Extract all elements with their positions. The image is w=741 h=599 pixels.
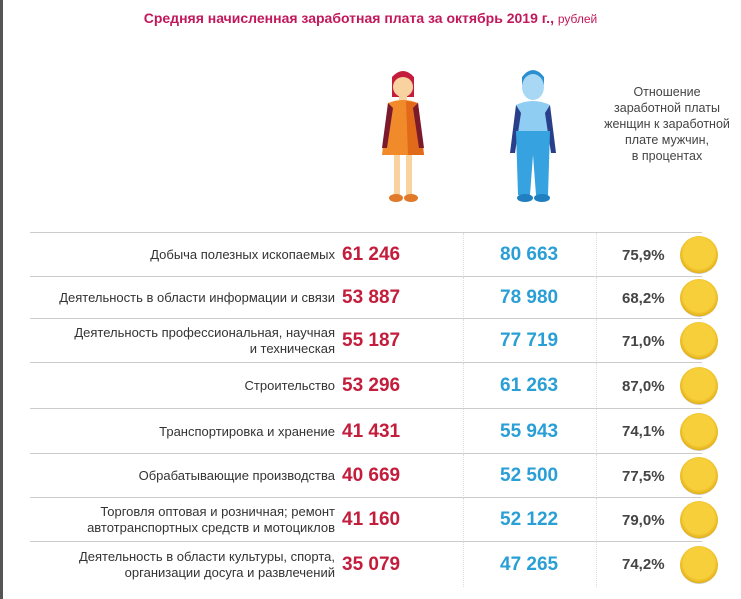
women-salary: 41 160 xyxy=(342,509,401,530)
chart-title: Средняя начисленная заработная плата за … xyxy=(143,10,598,26)
table-row: Строительство 53 296 61 263 87,0% xyxy=(30,362,718,409)
man-icon xyxy=(510,70,556,202)
coin-icon xyxy=(680,412,718,451)
coin-icon xyxy=(680,367,718,405)
coin-icon xyxy=(680,545,718,584)
coin-icon xyxy=(680,236,718,274)
women-salary: 35 079 xyxy=(342,553,401,575)
ratio-header-line: в процентах xyxy=(631,149,703,163)
column-divider xyxy=(596,319,597,363)
women-salary: 53 887 xyxy=(342,287,401,308)
ratio-value: 68,2% xyxy=(622,289,665,307)
women-salary: 40 669 xyxy=(342,465,401,486)
column-divider xyxy=(463,542,464,587)
column-divider xyxy=(596,409,597,454)
table-row: Деятельность в области информации и связ… xyxy=(30,276,718,319)
column-divider xyxy=(596,542,597,587)
ratio-value: 79,0% xyxy=(622,511,665,529)
men-salary: 78 980 xyxy=(500,287,559,308)
ratio-value: 74,1% xyxy=(622,423,665,440)
column-divider xyxy=(596,277,597,319)
ratio-value: 75,9% xyxy=(622,246,665,264)
column-divider xyxy=(596,498,597,542)
ratio-header-line: плате мужчин, xyxy=(625,133,709,147)
ratio-value: 87,0% xyxy=(622,377,665,395)
column-divider xyxy=(463,409,464,454)
row-label: Деятельность профессиональная, научная и … xyxy=(74,325,335,356)
table-row: Деятельность профессиональная, научная и … xyxy=(30,318,718,363)
ratio-header-line: Отношение xyxy=(633,85,701,99)
column-divider xyxy=(463,454,464,498)
coin-icon xyxy=(680,322,718,360)
coin-icon xyxy=(680,279,718,317)
row-label: Обрабатывающие производства xyxy=(138,468,335,483)
table-row: Добыча полезных ископаемых 61 246 80 663 75… xyxy=(30,232,718,277)
coin-icon xyxy=(680,501,718,539)
row-label: Строительство xyxy=(244,378,335,393)
table-row: Торговля оптовая и розничная; ремонт авто… xyxy=(30,497,718,542)
table-row: Деятельность в области культуры, спорта,… xyxy=(30,541,718,587)
men-salary: 52 500 xyxy=(500,465,559,486)
men-salary: 47 265 xyxy=(500,553,559,575)
left-edge xyxy=(0,0,3,599)
men-salary: 61 263 xyxy=(500,375,559,396)
men-salary: 77 719 xyxy=(500,330,559,351)
row-label: Деятельность в области информации и связ… xyxy=(59,290,335,305)
column-divider xyxy=(463,277,464,319)
ratio-header-line: женщин к заработной xyxy=(604,117,730,131)
woman-icon xyxy=(382,71,424,202)
row-label: Торговля оптовая и розничная; ремонт авто… xyxy=(87,504,335,535)
column-divider xyxy=(596,454,597,498)
women-salary: 53 296 xyxy=(342,375,401,396)
table-row: Транспортировка и хранение 41 431 55 943 74… xyxy=(30,408,718,454)
ratio-header: Отношение заработной платы женщин к зарабо… xyxy=(592,84,741,164)
ratio-value: 71,0% xyxy=(622,332,665,350)
column-divider xyxy=(463,233,464,277)
coin-icon xyxy=(680,457,718,495)
column-divider xyxy=(596,363,597,409)
column-divider xyxy=(463,319,464,363)
men-salary: 52 122 xyxy=(500,509,559,530)
women-salary: 55 187 xyxy=(342,330,401,351)
table-row: Обрабатывающие производства 40 669 52 500 7… xyxy=(30,453,718,498)
women-salary: 61 246 xyxy=(342,244,401,265)
row-label: Деятельность в области культуры, спорта,… xyxy=(78,548,335,580)
ratio-value: 74,2% xyxy=(622,556,665,573)
column-divider xyxy=(463,498,464,542)
row-label: Добыча полезных ископаемых xyxy=(150,247,335,262)
column-divider xyxy=(596,233,597,277)
men-salary: 55 943 xyxy=(500,420,559,442)
ratio-value: 77,5% xyxy=(622,467,665,485)
women-salary: 41 431 xyxy=(342,420,401,442)
ratio-header-line: заработной платы xyxy=(614,101,720,115)
row-label: Транспортировка и хранение xyxy=(159,423,335,439)
column-divider xyxy=(463,363,464,409)
men-salary: 80 663 xyxy=(500,244,559,265)
